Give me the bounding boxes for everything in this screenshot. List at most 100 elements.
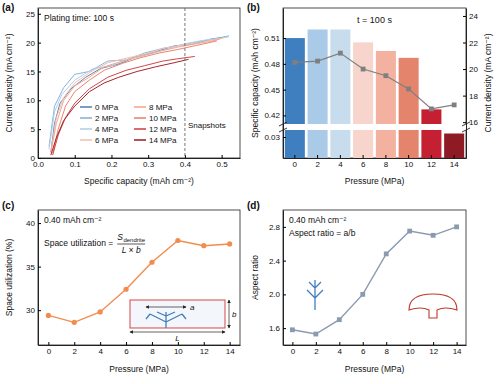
tick-mark	[38, 43, 41, 44]
tick-mark	[463, 16, 466, 17]
tick: 6	[124, 342, 129, 356]
axis-title: Aspect ratio	[250, 255, 260, 300]
tick: 2.4	[269, 257, 286, 266]
tick-mark	[111, 155, 112, 158]
tick-label: 8	[150, 347, 155, 356]
tick-mark	[38, 14, 41, 15]
marker	[175, 238, 180, 243]
tick-mark	[294, 155, 295, 158]
tick-label: 14	[226, 347, 235, 356]
legend-label: 6 MPa	[95, 136, 119, 145]
plot-frame	[38, 8, 240, 158]
tick-mark	[385, 155, 386, 158]
tick-mark	[38, 100, 41, 101]
legend-swatch	[134, 139, 146, 141]
tick-label: 0.5	[217, 160, 229, 169]
annotation: Snapshots	[188, 121, 226, 130]
tick-label: 0.45	[264, 86, 280, 95]
tick-mark	[283, 227, 286, 228]
series-line	[295, 53, 454, 109]
formula-subscript: dendrite	[123, 237, 145, 243]
marker	[123, 287, 128, 292]
tick-label: 0.48	[264, 60, 280, 69]
yticks-axis: 0.030.420.450.480.51	[264, 9, 286, 159]
tick: 0	[293, 155, 298, 169]
marker	[429, 106, 434, 111]
tick-mark	[152, 342, 153, 345]
bar	[285, 38, 305, 158]
formula-numerator: S	[117, 232, 123, 242]
axis-break-mark	[462, 128, 470, 132]
bar	[444, 134, 464, 159]
tick: 0.48	[264, 60, 286, 69]
axis-line	[39, 345, 241, 346]
tick-mark	[316, 342, 317, 345]
legend-swatch	[80, 117, 92, 119]
shape-sketches	[307, 280, 457, 318]
mushroom-shape	[409, 294, 457, 318]
yticks-axis: 0510152025	[26, 9, 41, 164]
tick-label: 4	[338, 160, 343, 169]
tick-mark	[38, 158, 41, 159]
marker	[290, 327, 295, 332]
tick-label: 10	[404, 160, 413, 169]
marker	[452, 103, 457, 108]
tick: 14	[450, 155, 459, 169]
panel-title: 0.40 mAh cm⁻²	[289, 215, 347, 225]
marker	[337, 317, 342, 322]
axis-line	[284, 158, 467, 159]
axis-line	[283, 211, 284, 346]
tick-mark	[48, 342, 49, 345]
tick: 5	[31, 125, 41, 134]
legend: 0 MPa2 MPa4 MPa6 MPa8 MPa10 MPa12 MPa14 …	[80, 103, 177, 145]
legend-label: 0 MPa	[95, 103, 119, 112]
legend-swatch	[80, 139, 92, 141]
marker	[72, 320, 77, 325]
tick-mark	[38, 267, 41, 268]
panel-label: (d)	[247, 200, 260, 211]
axis-title: Pressure (MPa)	[345, 176, 405, 186]
tick: 2.0	[269, 290, 286, 299]
panel-title: 0.40 mAh cm⁻²	[44, 215, 102, 225]
tick: 6	[361, 155, 366, 169]
inset-diagram: abL	[130, 300, 237, 343]
tick-label: 12	[427, 160, 436, 169]
tick-label: 0	[293, 160, 298, 169]
reference-line	[184, 8, 185, 158]
tick-label: 4	[98, 347, 103, 356]
axis-line	[466, 9, 467, 159]
tick-label: 2	[315, 160, 320, 169]
axis-title: Specific capacity (mAh cm⁻²)	[250, 28, 260, 138]
tick: 8	[385, 342, 390, 356]
figure: 0.00.10.20.30.40.50510152025Snapshots0 M…	[0, 0, 497, 384]
tick-label: 2.8	[269, 223, 281, 232]
marker	[384, 251, 389, 256]
axis-title: Pressure (MPa)	[109, 364, 169, 374]
tick-mark	[340, 155, 341, 158]
marker	[360, 292, 365, 297]
tick-label: 14	[450, 160, 459, 169]
tick: 15	[26, 68, 41, 77]
xticks-axis: 02468101214	[39, 342, 241, 356]
formula: Space utilization =	[44, 238, 113, 248]
tick: 24	[463, 12, 478, 21]
tick-label: 10	[406, 347, 415, 356]
tick-label: 0.4	[180, 160, 192, 169]
series-line	[49, 37, 229, 149]
bar	[399, 58, 419, 158]
tick: 0.5	[217, 155, 229, 169]
tick: 2.8	[269, 223, 286, 232]
tick-label: 2	[314, 347, 319, 356]
series-line	[53, 41, 217, 154]
tick-label: 20	[469, 65, 478, 74]
tick-label: 40	[26, 219, 35, 228]
legend-label: 4 MPa	[95, 125, 119, 134]
figure-svg: 0.00.10.20.30.40.50510152025Snapshots0 M…	[0, 0, 497, 384]
tick-mark	[148, 155, 149, 158]
tick-label: 0.3	[143, 160, 155, 169]
series-line	[292, 227, 456, 334]
tick: 22	[463, 39, 478, 48]
dimension-arrow	[146, 307, 186, 308]
tick-label: 8	[385, 347, 390, 356]
tick: 10	[404, 155, 413, 169]
